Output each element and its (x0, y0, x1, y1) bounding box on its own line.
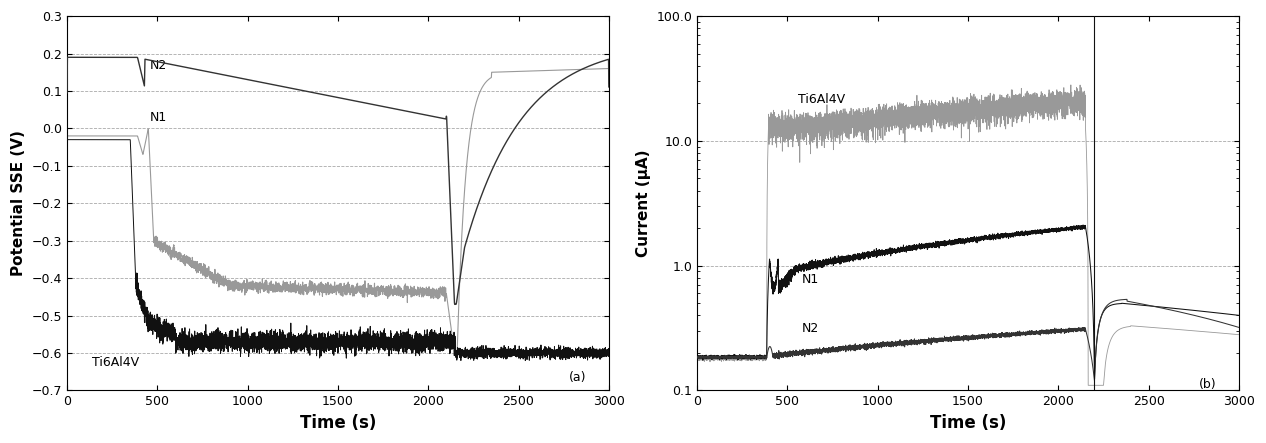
X-axis label: Time (s): Time (s) (300, 414, 376, 432)
Text: (b): (b) (1199, 378, 1217, 391)
Text: Ti6Al4V: Ti6Al4V (799, 93, 846, 106)
Text: N2: N2 (801, 322, 819, 335)
Text: N2: N2 (151, 58, 167, 71)
Text: (a): (a) (570, 371, 586, 384)
X-axis label: Time (s): Time (s) (929, 414, 1006, 432)
Y-axis label: Current (μA): Current (μA) (636, 150, 651, 257)
Text: Ti6Al4V: Ti6Al4V (92, 356, 139, 369)
Y-axis label: Potential SSE (V): Potential SSE (V) (11, 130, 27, 276)
Text: N1: N1 (151, 111, 167, 124)
Text: N1: N1 (801, 273, 819, 287)
